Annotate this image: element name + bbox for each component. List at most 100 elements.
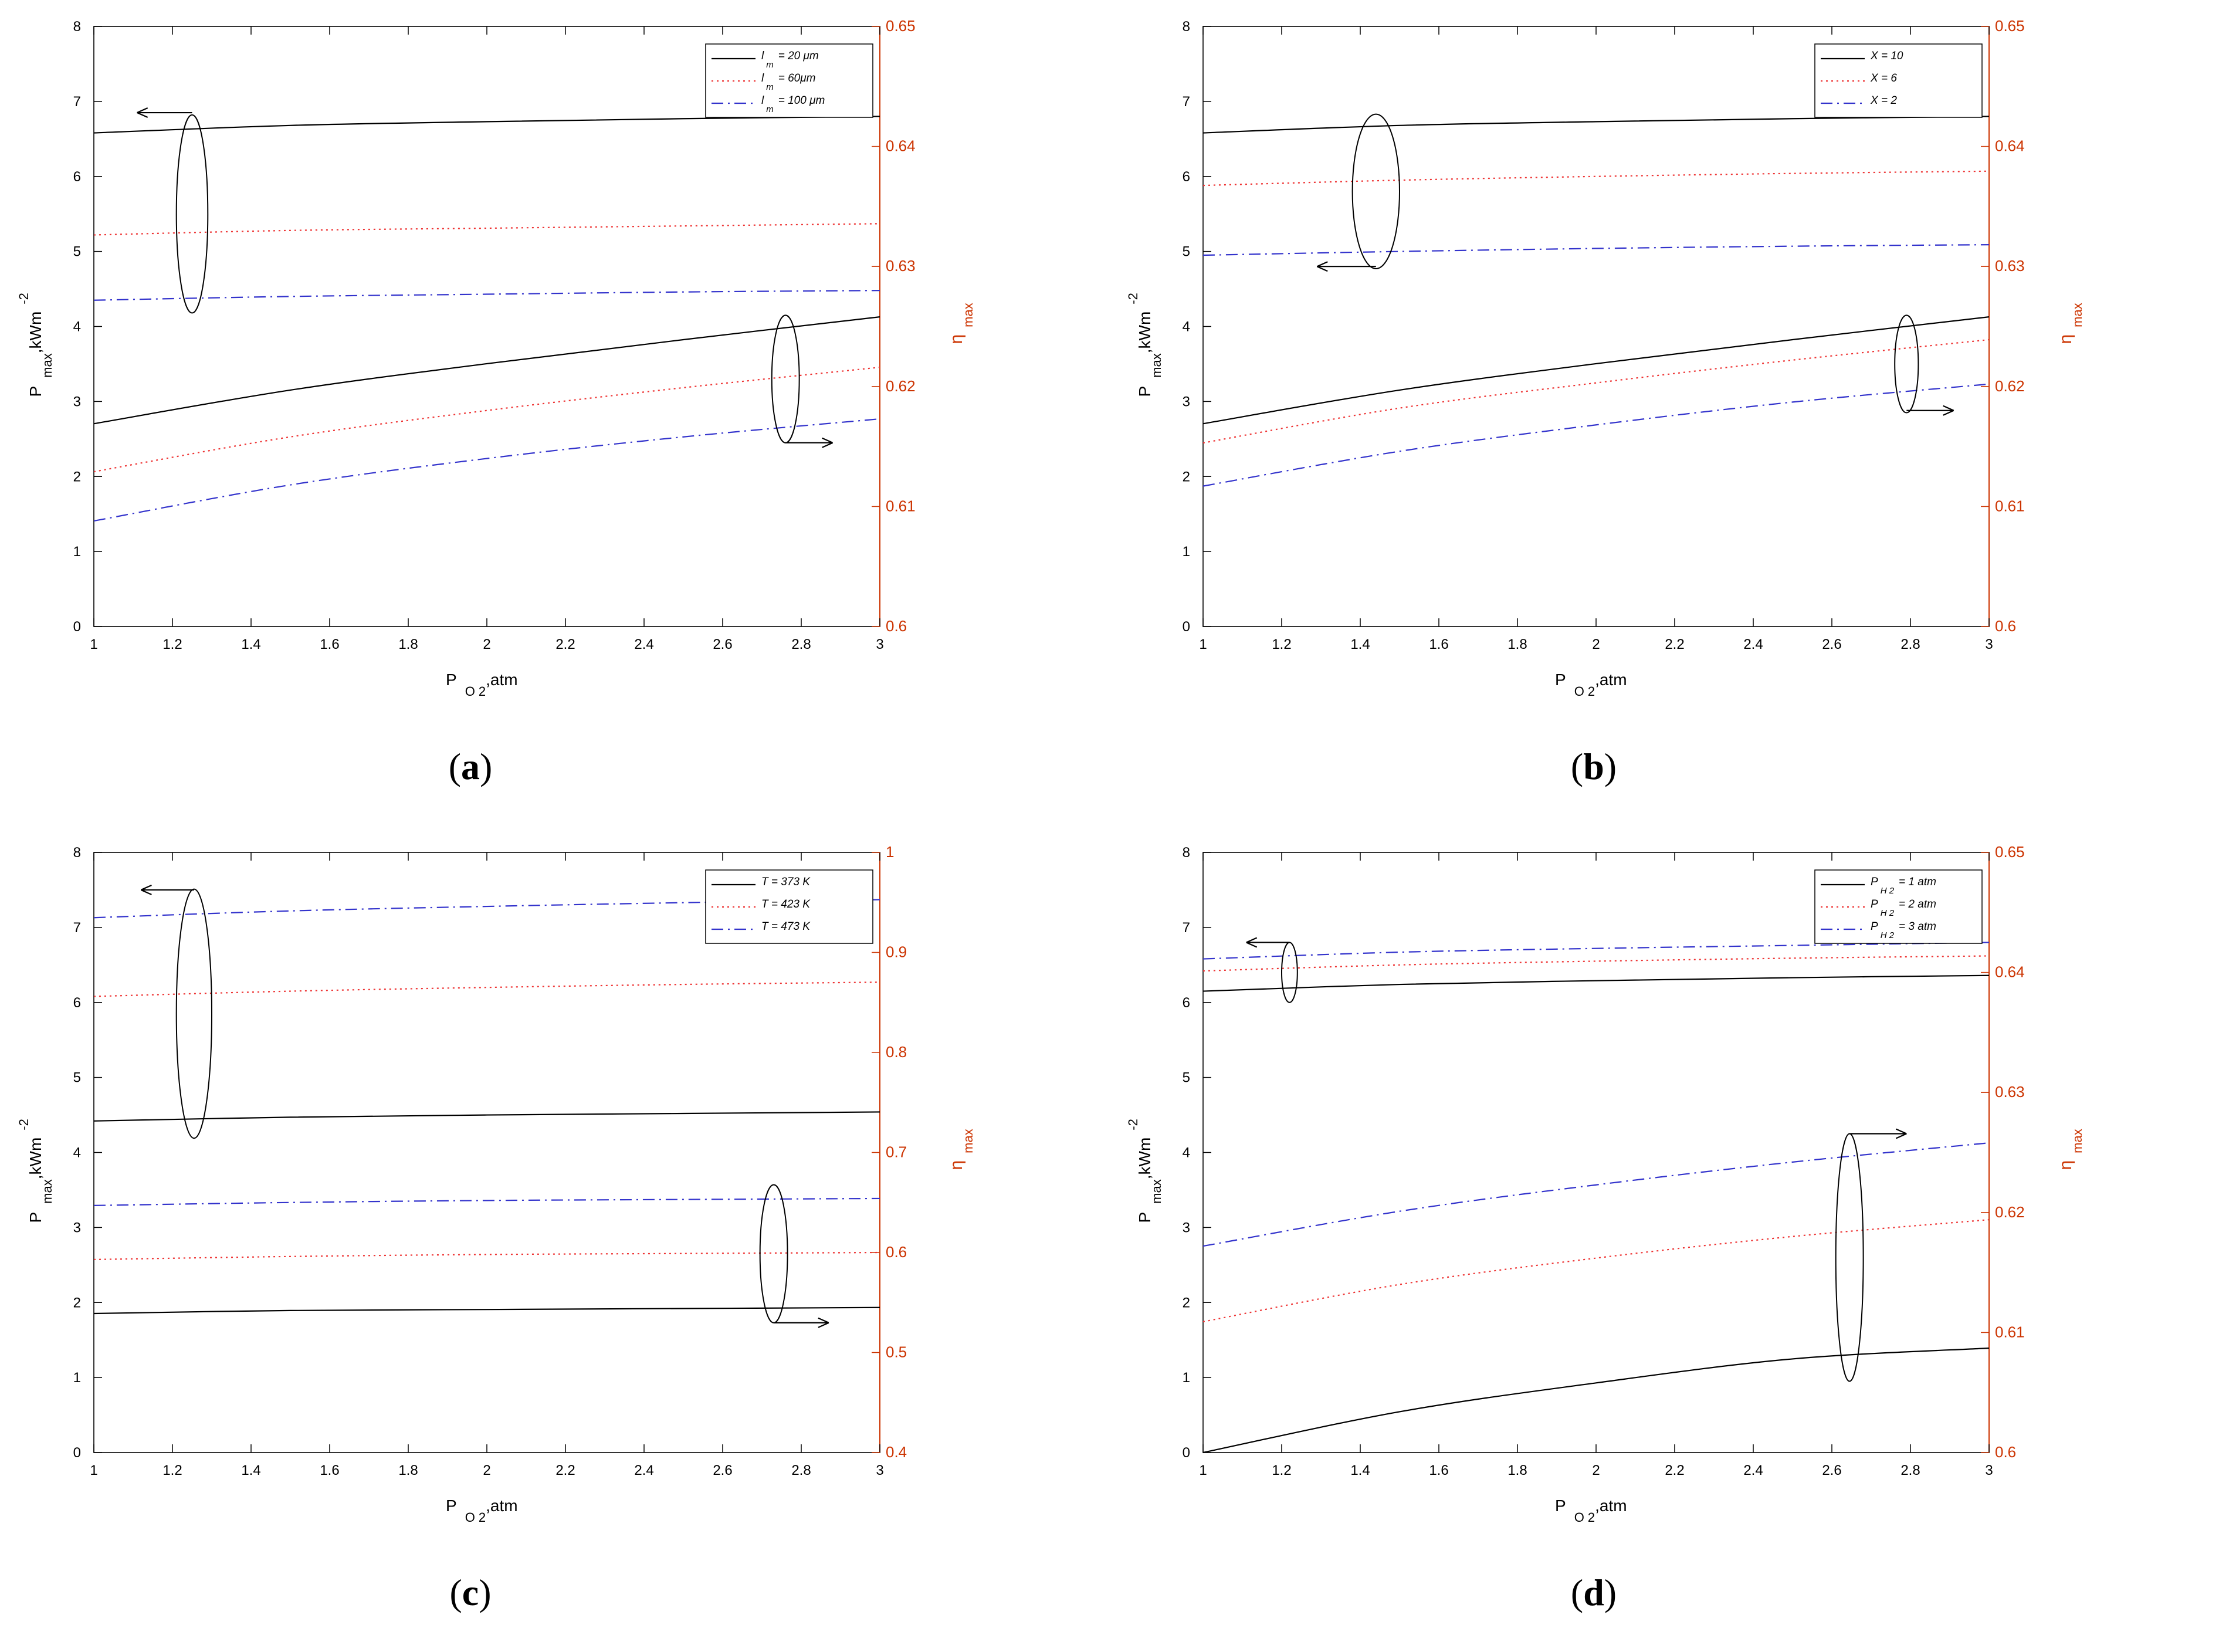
group-ellipse <box>1281 942 1298 1003</box>
y2-axis-label-text: ηmax <box>947 303 975 344</box>
y-tick-label: 4 <box>73 1145 81 1161</box>
series-line-eta-5 <box>93 418 880 522</box>
y-tick-label: 1 <box>73 1370 81 1386</box>
x-tick-label: 2.2 <box>555 1463 575 1478</box>
y2-tick-label: 0.64 <box>1995 963 2025 981</box>
x-tick-label: 2.6 <box>1822 637 1841 652</box>
y-tick-label: 7 <box>1183 94 1190 110</box>
x-tick-label: 1 <box>90 1463 97 1478</box>
x-tick-label: 1.4 <box>1350 1463 1370 1478</box>
group-ellipse <box>759 1184 788 1323</box>
y2-tick-label: 0.6 <box>886 617 907 635</box>
y-tick-label: 4 <box>1183 1145 1190 1161</box>
legend-label: X = 6 <box>1870 72 1897 84</box>
chart-a: 1 1.2 1.4 1.6 1.8 2 2.2 2.4 2.6 2.8 30123456780.60… <box>16 17 975 699</box>
x-tick-label: 1.6 <box>320 1463 339 1478</box>
y-tick-label: 7 <box>1183 920 1190 936</box>
x-tick-label: 1.6 <box>320 637 339 652</box>
chart-panel-a: 1 1.2 1.4 1.6 1.8 2 2.2 2.4 2.6 2.8 3 0 1 2 3 4 5 6 7 8 0.6 0… <box>0 0 1109 826</box>
y2-axis-label: ηmax <box>2056 1129 2085 1170</box>
x-tick-label: 2 <box>1592 637 1600 652</box>
group-ellipse <box>175 888 213 1139</box>
y-axis-label-text: Pmax,kWm-2 <box>16 1119 55 1223</box>
x-tick-label: 3 <box>876 1463 883 1478</box>
arrow-head <box>137 107 148 119</box>
series-line-eta-3 <box>93 1306 880 1315</box>
x-tick-label: 2.4 <box>1743 637 1763 652</box>
y2-axis-label: ηmax <box>947 303 975 344</box>
y2-tick-label: 0.6 <box>1995 1443 2016 1461</box>
group-ellipse <box>771 314 800 444</box>
y-axis-label: Pmax,kWm-2 <box>16 293 55 397</box>
y2-tick-label: 0.63 <box>886 257 916 275</box>
x-tick-label: 1 <box>1199 637 1207 652</box>
x-tick-label: 2.6 <box>713 637 732 652</box>
y2-tick-label: 0.63 <box>1995 257 2025 275</box>
series-line-pmax-1 <box>93 223 880 236</box>
y-tick-label: 8 <box>73 845 81 861</box>
arrow-head <box>140 884 152 895</box>
y2-tick-label: 0.62 <box>1995 377 2025 395</box>
x-tick-label: 1 <box>1199 1463 1207 1478</box>
caption-d: (d) <box>1570 1572 1617 1613</box>
x-tick-label: 1.2 <box>162 1463 182 1478</box>
x-tick-label: 3 <box>876 637 883 652</box>
chart-panel-d: 1 1.2 1.4 1.6 1.8 2 2.2 2.4 2.6 2.8 3 0 1 2 3 4 5 6 7 8 0.6 0… <box>1109 826 2218 1652</box>
x-tick-label: 1.8 <box>398 637 418 652</box>
y-tick-label: 6 <box>73 995 81 1011</box>
x-tick-label: 2.6 <box>1822 1463 1841 1478</box>
x-axis-label: PO 2,atm <box>1555 1497 1627 1525</box>
group-ellipse <box>175 114 209 314</box>
y-axis-label: Pmax,kWm-2 <box>1126 1119 1164 1223</box>
y-tick-label: 4 <box>1183 319 1190 335</box>
y-tick-label: 5 <box>73 1070 81 1086</box>
x-tick-label: 2.8 <box>1900 1463 1920 1478</box>
x-tick-label: 2 <box>483 1463 490 1478</box>
y-tick-label: 7 <box>73 94 81 110</box>
legend-label: T = 473 K <box>761 920 811 933</box>
series-line-pmax-1 <box>1202 170 1990 187</box>
series-line-eta-4 <box>1202 1218 1990 1323</box>
y2-tick-label: 0.65 <box>1995 843 2025 861</box>
y-tick-label: 2 <box>1183 469 1190 485</box>
x-tick-label: 2.6 <box>713 1463 732 1478</box>
caption-a: (a) <box>448 746 493 787</box>
group-ellipse <box>1351 113 1400 270</box>
chart-panel-c: 1 1.2 1.4 1.6 1.8 2 2.2 2.4 2.6 2.8 3 0 1 2 3 4 5 6 7 8 0.4 0… <box>0 826 1109 1652</box>
y2-tick-label: 0.61 <box>1995 497 2025 514</box>
y-tick-label: 1 <box>1183 1370 1190 1386</box>
y2-tick-label: 0.61 <box>1995 1323 2025 1340</box>
y2-axis-label: ηmax <box>2056 303 2085 344</box>
legend-label: X = 2 <box>1870 94 1897 107</box>
y-tick-label: 6 <box>1183 995 1190 1011</box>
y-tick-label: 6 <box>1183 169 1190 185</box>
series-line-eta-4 <box>93 1251 880 1261</box>
y-tick-label: 0 <box>73 619 81 635</box>
series-line-pmax-0 <box>93 1111 880 1122</box>
series-line-eta-5 <box>1202 1142 1990 1247</box>
series-line-eta-4 <box>93 366 880 473</box>
x-tick-label: 1.8 <box>1507 637 1527 652</box>
series-line-eta-3 <box>93 316 880 425</box>
x-tick-label: 2.4 <box>1743 1463 1763 1478</box>
y-axis-label-text: Pmax,kWm-2 <box>1126 1119 1164 1223</box>
y2-tick-label: 0.5 <box>886 1343 907 1361</box>
y2-axis-label-text: ηmax <box>2056 303 2085 344</box>
y-tick-label: 8 <box>1183 19 1190 35</box>
x-axis-label: PO 2,atm <box>446 671 518 699</box>
x-tick-label: 1.6 <box>1429 1463 1448 1478</box>
group-ellipse <box>1894 314 1919 414</box>
y-tick-label: 2 <box>73 469 81 485</box>
chart-d: 1 1.2 1.4 1.6 1.8 2 2.2 2.4 2.6 2.8 30123456780.60… <box>1126 843 2085 1525</box>
group-ellipse <box>1835 1133 1864 1382</box>
x-tick-label: 1.2 <box>1272 637 1291 652</box>
y-tick-label: 7 <box>73 920 81 936</box>
y-axis-label-text: Pmax,kWm-2 <box>1126 293 1164 397</box>
arrow-head <box>818 1317 829 1328</box>
arrow-head <box>1943 405 1954 416</box>
x-tick-label: 2.8 <box>1900 637 1920 652</box>
y2-tick-label: 0.64 <box>886 137 916 155</box>
y2-tick-label: 0.9 <box>886 943 907 961</box>
y-tick-label: 2 <box>73 1295 81 1311</box>
y-tick-label: 6 <box>73 169 81 185</box>
